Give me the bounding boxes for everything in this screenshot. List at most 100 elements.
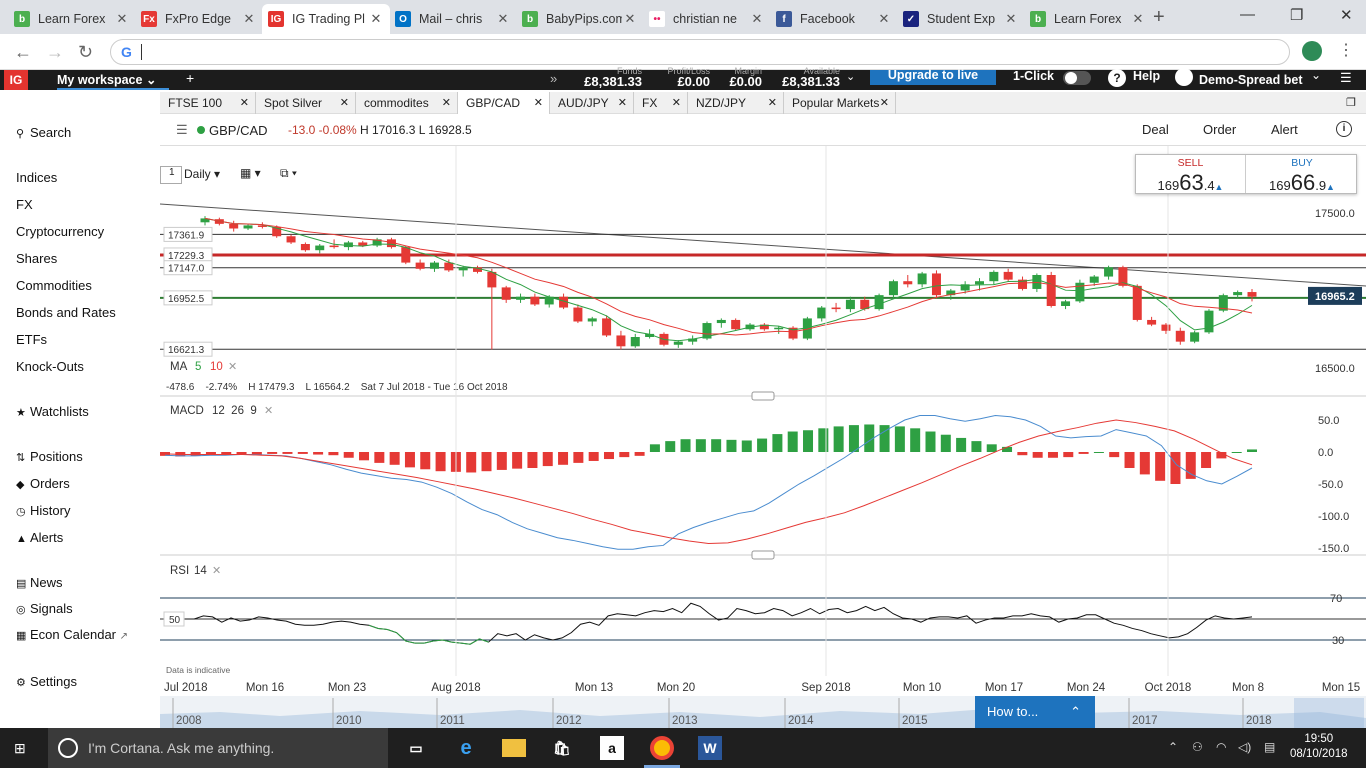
sidebar-item-econ-calendar[interactable]: ▦ Econ Calendar ↗ xyxy=(16,627,129,642)
tray-chevron-icon[interactable]: ⌃ xyxy=(1168,740,1179,754)
close-tab-icon[interactable]: ✕ xyxy=(243,11,255,26)
double-chevron-icon[interactable]: » xyxy=(550,71,558,86)
sidebar-item-cryptocurrency[interactable]: Cryptocurrency xyxy=(16,224,105,239)
buy-button[interactable]: BUY 16966.9▲ xyxy=(1269,157,1335,195)
extension-icon[interactable] xyxy=(1302,41,1322,61)
new-tab-button[interactable]: + xyxy=(1153,6,1165,28)
browser-tab[interactable]: Fx FxPro Edge ✕ xyxy=(135,4,263,34)
sidebar-item-commodities[interactable]: Commodities xyxy=(16,278,92,293)
help-link[interactable]: Help xyxy=(1133,69,1161,83)
amazon-icon[interactable]: a xyxy=(600,736,624,760)
system-clock[interactable]: 19:50 08/10/2018 xyxy=(1290,733,1348,760)
browser-tab[interactable]: b Learn Forex ✕ xyxy=(8,4,136,34)
close-indicator-icon[interactable]: ✕ xyxy=(228,361,237,373)
chevron-down-icon[interactable]: ⌄ xyxy=(846,71,856,83)
people-icon[interactable]: ⚇ xyxy=(1192,740,1203,754)
close-indicator-icon[interactable]: ✕ xyxy=(212,565,221,577)
browser-tab[interactable]: IG IG Trading Pl ✕ xyxy=(262,4,390,34)
browser-tab[interactable]: ✓ Student Exp ✕ xyxy=(897,4,1025,34)
chart-type-icon[interactable]: ▦ ▾ xyxy=(240,166,261,180)
sidebar-item-shares[interactable]: Shares xyxy=(16,251,58,266)
search-link[interactable]: ⚲ Search xyxy=(16,125,72,140)
file-explorer-icon[interactable] xyxy=(502,739,526,757)
pane-resize-handle[interactable] xyxy=(751,550,775,560)
one-click-toggle[interactable] xyxy=(1063,71,1091,85)
deal-button[interactable]: Deal xyxy=(1142,122,1169,137)
back-icon[interactable]: ← xyxy=(14,42,32,62)
sidebar-item-etfs[interactable]: ETFs xyxy=(16,332,48,347)
sidebar-item-signals[interactable]: ◎ Signals xyxy=(16,601,73,616)
close-tab-icon[interactable]: ✕ xyxy=(116,11,128,26)
workspace-tab[interactable]: commodites ✕ xyxy=(356,92,458,114)
sidebar-item-bonds-and-rates[interactable]: Bonds and Rates xyxy=(16,305,116,320)
chart-area[interactable]: 17361.9 17229.3 17147.0 16952.5 16621.3 17500… xyxy=(160,146,1366,728)
close-window-icon[interactable]: ✕ xyxy=(1340,7,1353,24)
cortana-search[interactable]: I'm Cortana. Ask me anything. xyxy=(48,728,388,768)
close-tab-icon[interactable]: ✕ xyxy=(878,11,890,26)
omnibox[interactable]: G xyxy=(110,39,1290,65)
minimize-icon[interactable]: — xyxy=(1240,6,1255,23)
volume-icon[interactable]: ◁) xyxy=(1238,740,1252,754)
sidebar-item-history[interactable]: ◷ History xyxy=(16,503,71,518)
how-to-button[interactable]: How to... ⌃ xyxy=(975,696,1095,728)
windows-start-icon[interactable]: ⊞ xyxy=(14,740,26,756)
hamburger-icon[interactable]: ☰ xyxy=(176,122,188,137)
upgrade-button[interactable]: Upgrade to live xyxy=(870,69,996,85)
workspace-tab[interactable]: FX ✕ xyxy=(634,92,688,114)
chrome-icon[interactable] xyxy=(650,736,674,760)
close-indicator-icon[interactable]: ✕ xyxy=(264,405,273,417)
close-tab-icon[interactable]: ✕ xyxy=(239,97,249,109)
close-tab-icon[interactable]: ✕ xyxy=(497,11,509,26)
settings-link[interactable]: ⚙ Settings xyxy=(16,674,77,689)
sell-button[interactable]: SELL 16963.4▲ xyxy=(1136,155,1246,195)
close-tab-icon[interactable]: ✕ xyxy=(624,11,636,26)
indicators-icon[interactable]: ⧉ ▾ xyxy=(280,166,297,180)
close-tab-icon[interactable]: ✕ xyxy=(751,11,763,26)
sidebar-item-positions[interactable]: ⇅ Positions xyxy=(16,449,83,464)
workspace-tab[interactable]: GBP/CAD ✕ xyxy=(458,92,550,114)
help-icon[interactable]: ? xyxy=(1108,69,1126,87)
browser-tab[interactable]: b Learn Forex ✕ xyxy=(1024,4,1152,34)
popout-icon[interactable]: ❐ xyxy=(1346,97,1356,109)
alert-button[interactable]: Alert xyxy=(1271,122,1298,137)
add-workspace-button[interactable]: + xyxy=(186,70,195,86)
sidebar-item-knock-outs[interactable]: Knock-Outs xyxy=(16,359,84,374)
workspace-tab[interactable]: Spot Silver ✕ xyxy=(256,92,356,114)
navigator-window[interactable] xyxy=(1294,698,1364,728)
workspace-menu[interactable]: My workspace ⌄ xyxy=(57,73,157,87)
workspace-tab[interactable]: AUD/JPY ✕ xyxy=(550,92,634,114)
chrome-menu-icon[interactable]: ⋮ xyxy=(1338,42,1354,59)
browser-tab[interactable]: f Facebook ✕ xyxy=(770,4,898,34)
close-tab-icon[interactable]: ✕ xyxy=(617,97,627,109)
menu-icon[interactable]: ☰ xyxy=(1340,70,1352,85)
sidebar-item-orders[interactable]: ◆ Orders xyxy=(16,476,70,491)
close-tab-icon[interactable]: ✕ xyxy=(767,97,777,109)
price-chart[interactable]: 17361.9 17229.3 17147.0 16952.5 16621.3 17500… xyxy=(160,146,1366,728)
close-tab-icon[interactable]: ✕ xyxy=(1132,11,1144,26)
close-tab-icon[interactable]: ✕ xyxy=(441,97,451,109)
browser-tab[interactable]: O Mail – chris ✕ xyxy=(389,4,517,34)
close-tab-icon[interactable]: ✕ xyxy=(1005,11,1017,26)
reload-icon[interactable]: ↻ xyxy=(78,42,94,62)
sidebar-item-news[interactable]: ▤ News xyxy=(16,575,63,590)
account-menu[interactable]: Demo-Spread bet xyxy=(1199,73,1303,87)
close-tab-icon[interactable]: ✕ xyxy=(533,97,543,109)
interval-select[interactable]: Daily ▾ xyxy=(184,167,221,181)
notifications-icon[interactable]: ▤ xyxy=(1264,740,1276,754)
sidebar-item-alerts[interactable]: ▲ Alerts xyxy=(16,530,64,545)
close-tab-icon[interactable]: ✕ xyxy=(370,11,382,26)
close-tab-icon[interactable]: ✕ xyxy=(879,97,889,109)
word-icon[interactable]: W xyxy=(698,736,722,760)
browser-tab[interactable]: b BabyPips.com ✕ xyxy=(516,4,644,34)
edge-icon[interactable]: e xyxy=(460,737,472,759)
sidebar-item-indices[interactable]: Indices xyxy=(16,170,58,185)
close-tab-icon[interactable]: ✕ xyxy=(339,97,349,109)
workspace-tab[interactable]: FTSE 100 ✕ xyxy=(160,92,256,114)
close-tab-icon[interactable]: ✕ xyxy=(671,97,681,109)
browser-tab[interactable]: •• christian ne ✕ xyxy=(643,4,771,34)
chevron-down-icon[interactable]: ⌄ xyxy=(1311,68,1322,82)
wifi-icon[interactable]: ◠ xyxy=(1216,740,1227,754)
task-view-icon[interactable]: ▭ xyxy=(409,740,423,756)
maximize-icon[interactable]: ❐ xyxy=(1290,7,1304,24)
forward-icon[interactable]: → xyxy=(46,42,64,62)
